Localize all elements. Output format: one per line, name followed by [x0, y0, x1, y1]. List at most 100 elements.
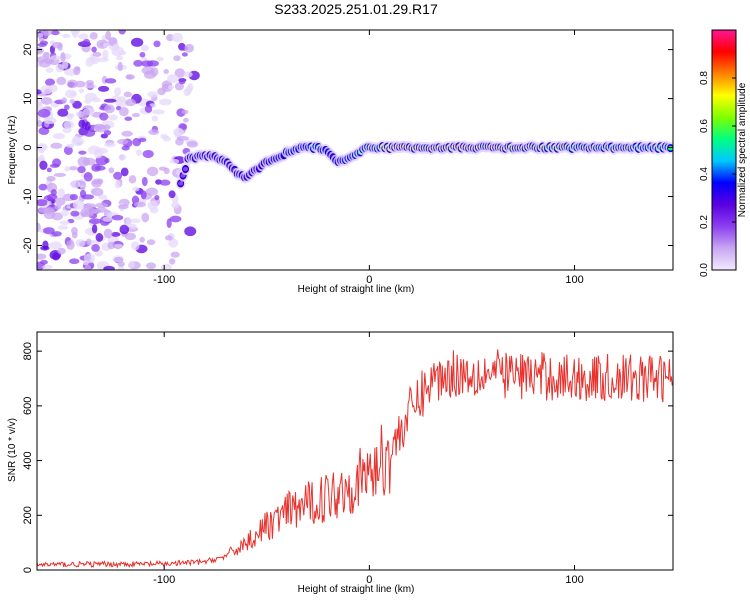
noise-blob: [119, 224, 130, 235]
noise-blob: [47, 193, 58, 200]
noise-blob: [104, 78, 117, 84]
noise-blob: [95, 250, 103, 257]
spectrogram-frame: [36, 29, 674, 271]
snr-series-line: [37, 349, 673, 569]
noise-blob: [167, 74, 179, 84]
chart-title: S233.2025.251.01.29.R17: [274, 1, 438, 17]
noise-blob: [154, 194, 160, 201]
noise-blob: [120, 167, 129, 177]
ridge-core: [178, 181, 184, 186]
noise-blob: [130, 37, 144, 47]
noise-blob: [151, 109, 165, 115]
noise-blob: [163, 167, 170, 175]
noise-blob: [176, 136, 190, 141]
noise-blob: [184, 43, 195, 53]
noise-blob: [103, 228, 113, 239]
noise-blob: [138, 137, 147, 143]
noise-blob: [184, 226, 197, 237]
noise-blob: [93, 123, 105, 130]
noise-blob: [57, 225, 69, 230]
colorbar-tick-label: 0.2: [699, 215, 710, 229]
y-tick-label: -10: [22, 189, 34, 205]
noise-blob: [72, 200, 85, 210]
noise-blob: [98, 194, 108, 200]
noise-blob: [115, 55, 124, 61]
noise-blob: [108, 114, 118, 121]
noise-blob: [186, 140, 199, 148]
noise-blob: [182, 117, 189, 123]
noise-blob: [118, 96, 127, 103]
noise-blob: [54, 204, 62, 210]
snr-panel: -100 0 100 0 200 400 600 800 Height of straight…: [7, 331, 674, 595]
noise-blob: [52, 41, 63, 49]
noise-blob: [73, 66, 81, 76]
noise-blob: [37, 101, 43, 112]
colorbar-tick-label: 0.6: [699, 119, 710, 133]
noise-blob: [153, 40, 161, 48]
noise-blob: [42, 240, 49, 250]
y-tick-label: 10: [22, 92, 34, 104]
noise-blob: [52, 133, 66, 140]
noise-blob: [37, 199, 48, 207]
noise-blob: [62, 33, 71, 39]
noise-blob: [64, 166, 71, 172]
noise-blob: [82, 38, 90, 46]
noise-blob: [60, 52, 66, 62]
noise-blob: [95, 202, 109, 209]
ridge-core: [667, 145, 673, 151]
noise-blob: [121, 145, 130, 151]
noise-blob: [169, 215, 182, 223]
noise-blob: [37, 206, 50, 213]
noise-blob: [86, 238, 92, 246]
noise-blob: [125, 98, 136, 107]
noise-blob: [164, 235, 173, 241]
noise-blob: [141, 176, 148, 187]
noise-blob: [163, 69, 169, 74]
noise-blob: [103, 265, 115, 270]
noise-blob: [124, 232, 137, 241]
noise-blob: [70, 210, 80, 217]
noise-blob: [59, 220, 70, 226]
noise-blob: [72, 30, 78, 38]
noise-blob: [46, 167, 52, 173]
noise-blob: [78, 119, 86, 129]
noise-blob: [108, 167, 115, 174]
noise-blob: [117, 50, 127, 56]
noise-blob: [119, 106, 129, 117]
noise-blob: [70, 180, 81, 189]
noise-blob: [42, 264, 53, 270]
noise-blob: [46, 200, 52, 206]
noise-blob: [54, 197, 66, 206]
y-tick-label: 800: [22, 342, 34, 360]
noise-blob: [158, 98, 172, 106]
noise-blob: [169, 258, 176, 265]
noise-blob: [57, 188, 65, 198]
x-tick-label: -100: [153, 274, 175, 286]
noise-blob: [133, 59, 143, 67]
noise-blob: [103, 129, 112, 136]
noise-blob: [77, 156, 90, 167]
noise-blob: [146, 239, 156, 246]
noise-blob: [102, 216, 113, 222]
noise-blob: [170, 251, 180, 258]
noise-blob: [162, 135, 171, 142]
spectrogram-y-label: Frequency (Hz): [7, 116, 18, 185]
noise-blob: [113, 243, 124, 249]
noise-blob: [80, 208, 88, 218]
x-tick-label: 100: [565, 574, 583, 586]
y-tick-label: 0: [22, 144, 34, 150]
snr-x-label: Height of straight line (km): [298, 584, 415, 595]
noise-blob: [37, 253, 47, 260]
noise-blob: [64, 89, 77, 99]
noise-blob: [45, 67, 54, 73]
noise-blob: [147, 200, 159, 210]
noise-blob: [38, 183, 48, 191]
noise-blob: [39, 160, 48, 170]
noise-blob: [80, 110, 88, 120]
noise-blob: [55, 63, 64, 73]
noise-blob: [83, 171, 93, 182]
noise-blob: [141, 212, 150, 223]
noise-blob: [146, 166, 159, 177]
noise-blob: [148, 129, 160, 135]
noise-blob: [85, 57, 94, 67]
